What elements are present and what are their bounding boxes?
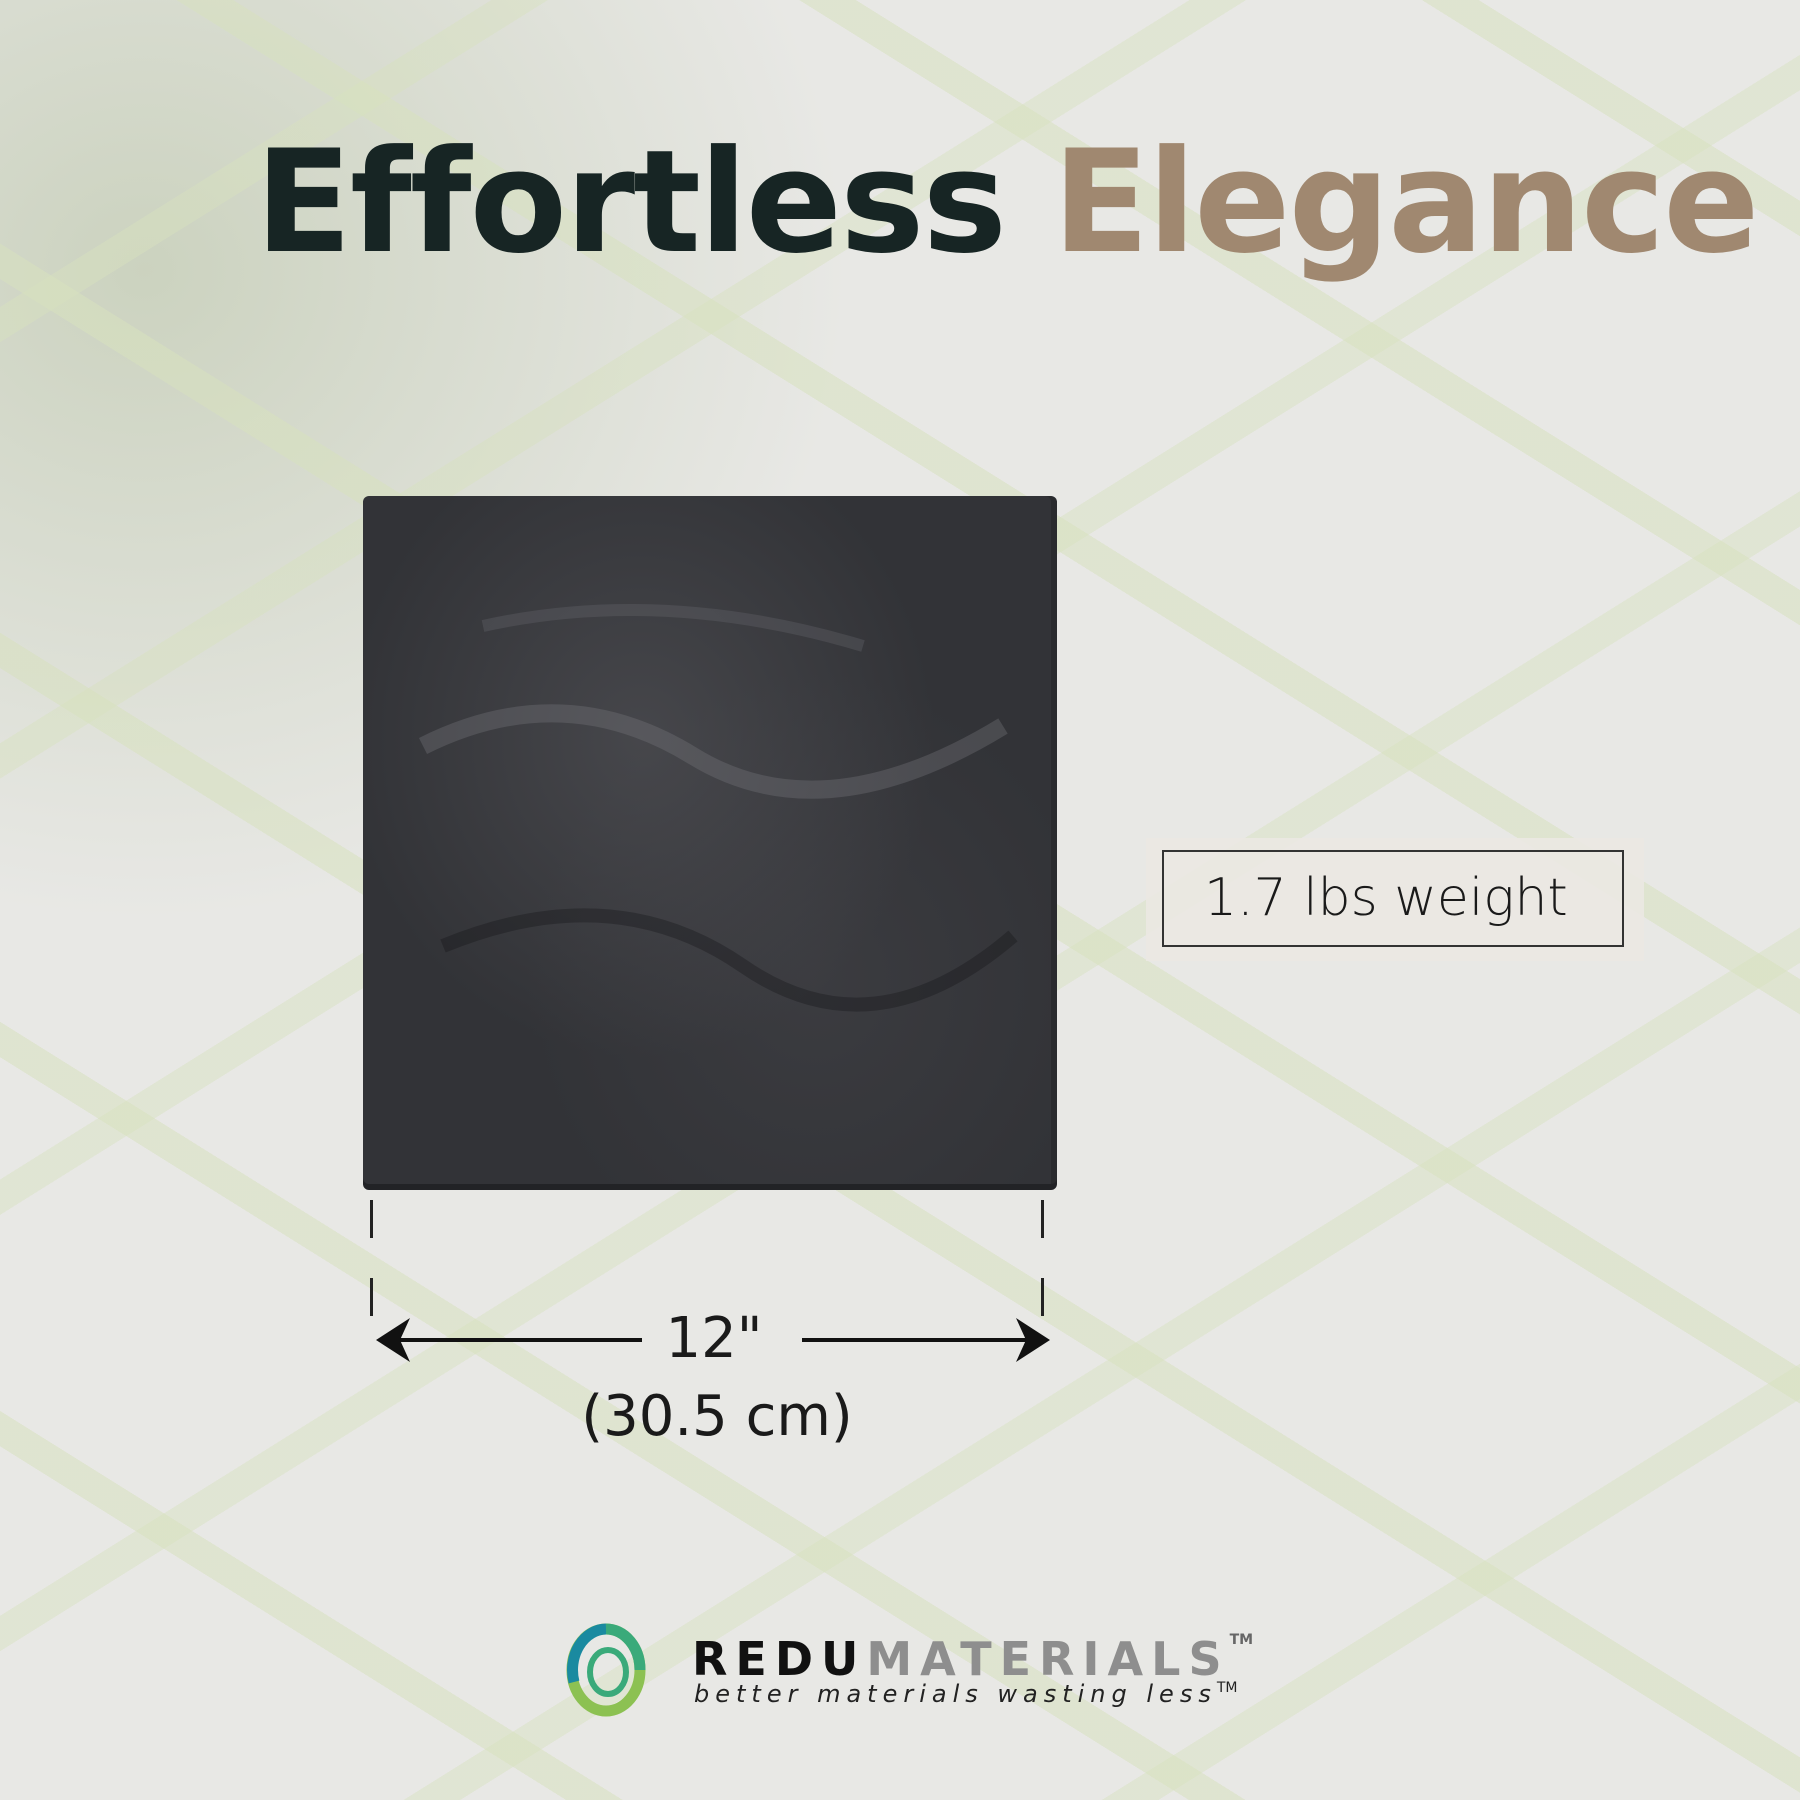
- brand-bold: REDU: [692, 1632, 867, 1686]
- brand-tagline: better materials wasting lessTM: [694, 1680, 1237, 1708]
- paver-tile-image: [363, 496, 1057, 1190]
- dimension-inches: 12": [665, 1306, 763, 1371]
- title-part-1: Effortless: [255, 120, 1007, 285]
- tagline-text: better materials wasting less: [694, 1680, 1217, 1708]
- brand-trademark: TM: [1229, 1632, 1254, 1648]
- stone-texture: [418, 604, 1018, 1012]
- dimension-cm: (30.5 cm): [581, 1384, 853, 1449]
- dimension-tick-right-top: [1041, 1200, 1044, 1238]
- dimension-tick-right-bottom: [1041, 1278, 1044, 1316]
- arrow-right-icon: [802, 1318, 1050, 1362]
- dimension-tick-left-bottom: [370, 1278, 373, 1316]
- title-part-2: Elegance: [1052, 120, 1759, 285]
- weight-label-backdrop: [1146, 838, 1644, 961]
- arrow-left-icon: [376, 1318, 642, 1362]
- brand-wordmark: REDUMATERIALSTM: [692, 1632, 1253, 1686]
- dimension-tick-left-top: [370, 1200, 373, 1238]
- redu-logo-icon: [566, 1623, 646, 1717]
- tagline-trademark: TM: [1216, 1680, 1238, 1696]
- weight-label: 1.7 lbs weight: [1162, 850, 1624, 947]
- page-title: Effortless Elegance: [255, 120, 1760, 285]
- brand-light: MATERIALS: [866, 1632, 1230, 1686]
